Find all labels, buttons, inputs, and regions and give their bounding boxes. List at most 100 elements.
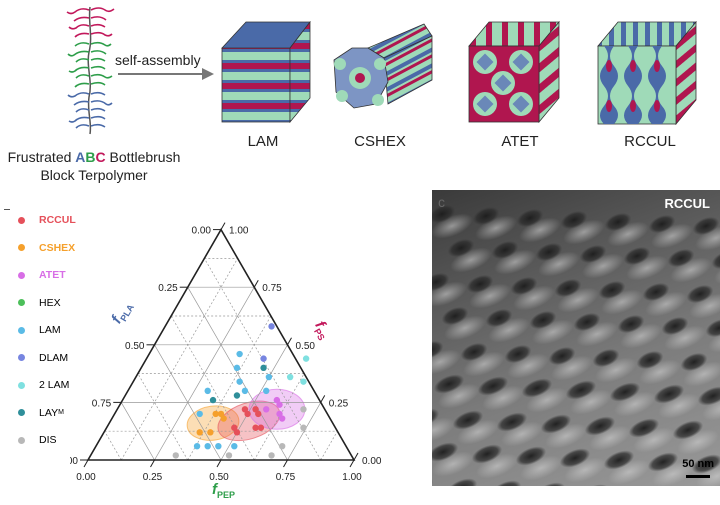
tem-domain [598, 280, 626, 300]
data-point-lam [241, 387, 249, 395]
tem-domain [534, 482, 566, 486]
atet-cube-illustration [468, 20, 560, 124]
tem-light-region [620, 323, 662, 349]
structure-label-lam: LAM [247, 133, 279, 150]
bottom-tick-label: 0.25 [143, 472, 163, 483]
data-point-lam [236, 350, 243, 358]
tem-domain [560, 210, 588, 230]
tem-light-region [501, 421, 543, 447]
tem-light-region [526, 387, 568, 413]
grid-line [287, 402, 322, 461]
scale-bar-label: 50 nm [682, 458, 714, 470]
tem-light-region [570, 389, 612, 415]
tem-light-region [520, 455, 562, 481]
right-tick-label: 0.00 [362, 456, 382, 467]
structure-label-rccul: RCCUL [624, 133, 676, 150]
tem-domain [477, 376, 509, 396]
right-tick [253, 279, 259, 288]
data-point-2-lam [302, 355, 310, 362]
tem-light-region [652, 461, 694, 486]
polymer-caption-suffix: Bottlebrush [105, 149, 181, 165]
legend-label: RCCUL [39, 214, 76, 226]
tem-domain [636, 350, 664, 370]
bottom-tick [349, 459, 355, 468]
ternary-phase-diagram: 0.000.250.500.751.000.000.250.500.751.00… [70, 222, 382, 483]
left-tick-label: 0.25 [158, 283, 178, 294]
tem-domain [579, 244, 607, 264]
tem-domain [705, 318, 720, 338]
data-point-rccul [252, 424, 259, 431]
block-c-letter: C [95, 149, 106, 165]
structure-label-cshex: CSHEX [354, 133, 406, 150]
tem-domain [466, 274, 494, 294]
tem-domain [565, 380, 597, 400]
tem-light-region [689, 293, 720, 319]
tem-panel-letter: c [438, 194, 445, 210]
data-point-atet [276, 401, 283, 408]
tem-domain [432, 272, 450, 292]
tem-light-region [696, 463, 720, 486]
block-b-letter: B [85, 149, 96, 165]
rccul-cube-illustration [597, 20, 697, 126]
bottom-tick-label: 0.00 [76, 472, 96, 483]
data-point-dis [278, 442, 286, 450]
tem-domain [540, 414, 572, 434]
tem-light-region [557, 287, 599, 313]
left-tick-label: 0.50 [125, 341, 145, 352]
legend-marker [18, 409, 25, 416]
data-point-dis [300, 424, 307, 431]
tem-domain [496, 412, 528, 432]
tem-domain [711, 250, 720, 270]
tem-title: RCCUL [664, 196, 711, 211]
data-point-dis [172, 452, 179, 459]
tem-domain [647, 452, 679, 472]
data-point-lay [233, 392, 241, 399]
tem-light-region [595, 357, 637, 383]
legend-label: 2 LAM [39, 379, 70, 391]
legend-label-sub: M [58, 409, 64, 416]
tem-light-region [651, 223, 693, 249]
tem-domain [609, 382, 641, 402]
phase-legend: RCCUL CSHEX ATET HEX LAM DLAM 2 LAM LAY M DIS [0, 205, 90, 455]
data-point-dlam [260, 355, 267, 362]
data-point-lam [265, 373, 273, 381]
tem-light-region [608, 459, 650, 485]
data-point-lam [236, 378, 243, 385]
data-point-lam [233, 364, 241, 372]
tem-light-region [450, 247, 492, 273]
tem-domain [686, 284, 714, 304]
tem-domain [521, 378, 553, 398]
tem-light-region [432, 213, 473, 239]
self-assembly-arrow [118, 68, 214, 80]
legend-item-hex: HEX [18, 293, 61, 313]
tem-domain [490, 480, 522, 486]
bottom-tick [283, 459, 288, 468]
tem-domain [432, 340, 444, 360]
tem-light-region [670, 257, 712, 283]
right-tick-label: 1.00 [229, 226, 249, 237]
left-tick-label: 0.00 [192, 226, 212, 237]
legend-label: ATET [39, 269, 66, 281]
tem-domain [623, 246, 651, 266]
legend-marker [18, 299, 25, 306]
legend-item-lay: LAY M [18, 403, 64, 423]
tem-light-region [601, 289, 643, 315]
tem-domain [447, 238, 475, 258]
legend-marker [18, 271, 25, 279]
tem-domain [691, 454, 720, 474]
top-schematic: Frustrated ABC Bottlebrush Block Terpoly… [0, 0, 720, 190]
data-point-lam [196, 410, 203, 418]
tem-light-region [626, 255, 668, 281]
tem-light-region [645, 291, 687, 317]
legend-item-rccul: RCCUL [18, 210, 76, 230]
tem-domain [535, 242, 563, 262]
tem-domain [529, 310, 557, 330]
data-point-rccul [257, 424, 265, 431]
bottom-tick-label: 0.75 [276, 472, 296, 483]
tem-domain [642, 282, 670, 302]
tem-domain [432, 204, 456, 224]
data-point-dis [300, 406, 307, 413]
data-point-rccul [255, 410, 262, 418]
grid-line [137, 373, 189, 461]
grid-line [120, 402, 155, 461]
